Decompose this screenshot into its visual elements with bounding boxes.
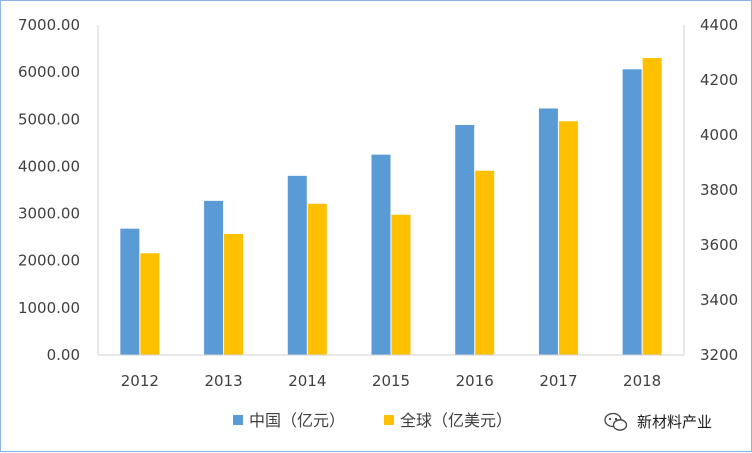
bar-china bbox=[622, 69, 642, 356]
x-tick-label: 2014 bbox=[288, 372, 326, 390]
bar-china bbox=[455, 124, 475, 355]
bar-china bbox=[371, 154, 391, 355]
left-tick-label: 4000.00 bbox=[18, 157, 80, 175]
legend-swatch bbox=[384, 415, 394, 425]
right-tick-label: 4200 bbox=[700, 71, 738, 89]
legend-swatch bbox=[233, 415, 243, 425]
bar-global bbox=[642, 58, 662, 355]
watermark: 新材料产业 bbox=[604, 412, 712, 431]
legend-label: 中国（亿元） bbox=[249, 411, 345, 430]
left-y-axis: 0.00 1000.00 2000.00 3000.00 4000.00 5000.00 6… bbox=[18, 16, 99, 364]
x-tick-label: 2016 bbox=[456, 372, 494, 390]
bar-china bbox=[538, 108, 558, 355]
right-tick-label: 4000 bbox=[700, 126, 738, 144]
watermark-text: 新材料产业 bbox=[637, 413, 712, 431]
left-tick-label: 1000.00 bbox=[18, 299, 80, 317]
bars-group bbox=[120, 58, 662, 356]
x-tick-label: 2018 bbox=[623, 372, 661, 390]
x-tick-label: 2017 bbox=[539, 372, 577, 390]
left-tick-label: 5000.00 bbox=[18, 110, 80, 128]
bar-china bbox=[287, 175, 307, 355]
bar-global bbox=[224, 234, 244, 355]
legend: 中国（亿元） 全球（亿美元） bbox=[233, 411, 512, 430]
left-tick-label: 6000.00 bbox=[18, 63, 80, 81]
legend-label: 全球（亿美元） bbox=[400, 411, 512, 430]
left-tick-label: 2000.00 bbox=[18, 252, 80, 270]
wechat-icon bbox=[604, 412, 628, 431]
bar-china bbox=[204, 200, 224, 355]
bar-global bbox=[307, 203, 327, 355]
x-tick-label: 2013 bbox=[204, 372, 242, 390]
bar-china bbox=[120, 228, 140, 355]
bar-global bbox=[391, 214, 411, 355]
right-tick-label: 3800 bbox=[700, 181, 738, 199]
left-tick-label: 0.00 bbox=[47, 346, 80, 364]
bar-global bbox=[140, 253, 160, 355]
bar-global bbox=[558, 121, 578, 355]
x-axis: 2012 2013 2014 2015 2016 2017 2018 bbox=[121, 372, 661, 390]
right-tick-label: 3600 bbox=[700, 236, 738, 254]
left-tick-label: 7000.00 bbox=[18, 16, 80, 34]
right-tick-label: 4400 bbox=[700, 16, 738, 34]
left-tick-label: 3000.00 bbox=[18, 205, 80, 223]
bar-global bbox=[475, 170, 495, 355]
x-tick-label: 2012 bbox=[121, 372, 159, 390]
right-tick-label: 3200 bbox=[700, 346, 738, 364]
x-tick-label: 2015 bbox=[372, 372, 410, 390]
right-y-axis: 3200 3400 3600 3800 4000 4200 4400 bbox=[683, 16, 738, 364]
right-tick-label: 3400 bbox=[700, 291, 738, 309]
